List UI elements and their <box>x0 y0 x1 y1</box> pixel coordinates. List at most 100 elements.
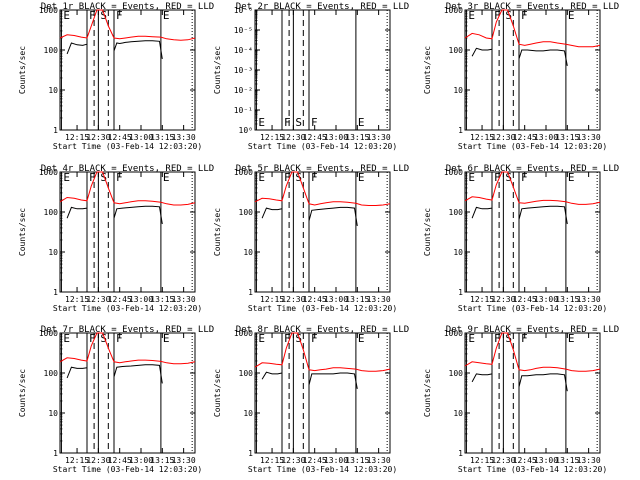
y-tick-label: 1000 <box>39 6 58 15</box>
x-tick-label: 12:30 <box>281 456 305 465</box>
series-lld-line <box>464 171 601 205</box>
x-tick-label: 13:15 <box>555 133 579 142</box>
panel-det-3: Det 3r BLACK = Events, RED = LLD 1 10 100 10… <box>423 2 619 151</box>
marker-label: F <box>494 171 501 184</box>
marker-label: F <box>521 9 528 22</box>
marker-label: E <box>258 116 265 129</box>
marker-label: E <box>63 9 70 22</box>
y-tick-label: 1000 <box>444 329 463 338</box>
y-tick-label: 1000 <box>234 168 253 177</box>
series-lld-line <box>464 9 601 48</box>
y-tick-label: 10⁻² <box>234 86 253 95</box>
x-axis-label: Start Time (03-Feb-14 12:03:20) <box>458 304 607 313</box>
plot-frame <box>464 171 601 293</box>
panel-det-5: Det 5r BLACK = Events, RED = LLD 1 10 100 10… <box>213 164 409 313</box>
panel-title: Det 9r BLACK = Events, RED = LLD <box>446 325 619 335</box>
x-axis-label: Start Time (03-Feb-14 12:03:20) <box>458 465 607 474</box>
series-events-line <box>308 206 358 226</box>
panel-title: Det 5r BLACK = Events, RED = LLD <box>236 164 409 174</box>
y-tick-label: 10⁻⁶ <box>234 6 253 15</box>
marker-label: E <box>568 332 575 345</box>
panel-title: Det 6r BLACK = Events, RED = LLD <box>446 164 619 174</box>
x-tick-label: 12:45 <box>303 295 327 304</box>
marker-label: F <box>116 332 123 345</box>
series-events-line <box>113 205 163 225</box>
x-tick-label: 12:30 <box>491 295 515 304</box>
marker-label: E <box>468 332 475 345</box>
x-axis-label: Start Time (03-Feb-14 12:03:20) <box>248 465 397 474</box>
y-tick-label: 10 <box>453 86 463 95</box>
panel-title: Det 3r BLACK = Events, RED = LLD <box>446 2 619 12</box>
panel-title: Det 2r BLACK = Events, RED = LLD <box>236 2 409 12</box>
marker-label: S <box>295 171 302 184</box>
x-tick-label: 12:45 <box>513 295 537 304</box>
x-tick-label: 13:30 <box>367 456 391 465</box>
y-axis-label: Counts/sec <box>423 208 432 256</box>
marker-label: S <box>505 171 512 184</box>
x-tick-label: 12:30 <box>86 295 110 304</box>
y-tick-label: 100 <box>449 369 464 378</box>
panel-det-2: Det 2r BLACK = Events, RED = LLD 10⁰ 10⁻¹ 1… <box>213 2 409 151</box>
series-lld-line <box>59 171 196 206</box>
x-axis-label: Start Time (03-Feb-14 12:03:20) <box>53 304 202 313</box>
y-axis-label: Counts/sec <box>18 208 27 256</box>
plot-frame <box>59 9 196 131</box>
panel-det-7: Det 7r BLACK = Events, RED = LLD 1 10 100 10… <box>18 325 214 474</box>
y-tick-label: 10 <box>48 86 58 95</box>
x-axis-label: Start Time (03-Feb-14 12:03:20) <box>53 465 202 474</box>
series-lld-line <box>59 9 196 41</box>
y-tick-label: 100 <box>239 369 254 378</box>
series-events-line <box>66 366 88 379</box>
marker-label: E <box>163 171 170 184</box>
plot-frame <box>464 332 601 454</box>
marker-label: E <box>358 171 365 184</box>
y-axis-label: Counts/sec <box>423 46 432 94</box>
y-tick-label: 1000 <box>444 6 463 15</box>
plot-frame <box>59 332 196 454</box>
series-lld-line <box>464 332 601 372</box>
marker-label: E <box>358 116 365 129</box>
x-tick-label: 12:45 <box>303 133 327 142</box>
x-tick-label: 13:00 <box>534 456 558 465</box>
x-tick-label: 13:30 <box>172 456 196 465</box>
y-tick-label: 100 <box>44 208 59 217</box>
x-tick-label: 12:15 <box>260 133 284 142</box>
y-axis-label: Counts/sec <box>423 369 432 417</box>
y-tick-label: 1 <box>458 126 463 135</box>
marker-label: E <box>258 332 265 345</box>
y-tick-label: 1000 <box>234 329 253 338</box>
y-tick-label: 100 <box>44 46 59 55</box>
x-tick-label: 13:30 <box>367 133 391 142</box>
y-tick-label: 10 <box>453 409 463 418</box>
y-tick-label: 1 <box>53 126 58 135</box>
x-tick-label: 13:15 <box>345 295 369 304</box>
marker-label: F <box>89 9 96 22</box>
series-lld-line <box>254 171 391 206</box>
x-tick-label: 13:15 <box>555 456 579 465</box>
x-tick-label: 13:15 <box>150 456 174 465</box>
y-tick-label: 1000 <box>39 168 58 177</box>
x-tick-label: 13:00 <box>129 133 153 142</box>
series-events-line <box>471 206 493 219</box>
marker-label: F <box>311 332 318 345</box>
x-axis-label: Start Time (03-Feb-14 12:03:20) <box>248 304 397 313</box>
x-tick-label: 13:15 <box>345 133 369 142</box>
marker-label: F <box>284 332 291 345</box>
y-tick-label: 1 <box>53 288 58 297</box>
x-tick-label: 13:00 <box>324 133 348 142</box>
panel-det-6: Det 6r BLACK = Events, RED = LLD 1 10 100 10… <box>423 164 619 313</box>
marker-label: F <box>521 171 528 184</box>
x-tick-label: 12:30 <box>86 456 110 465</box>
x-tick-label: 12:15 <box>65 295 89 304</box>
marker-label: F <box>311 171 318 184</box>
series-events-line <box>518 49 568 66</box>
y-tick-label: 10⁻⁴ <box>234 46 253 55</box>
y-tick-label: 10⁻¹ <box>234 106 253 115</box>
plot-frame <box>464 9 601 131</box>
y-tick-label: 1 <box>53 449 58 458</box>
x-tick-label: 12:45 <box>513 456 537 465</box>
series-events-line <box>113 364 163 384</box>
x-tick-label: 13:30 <box>172 295 196 304</box>
y-tick-label: 10⁻⁵ <box>234 26 253 35</box>
